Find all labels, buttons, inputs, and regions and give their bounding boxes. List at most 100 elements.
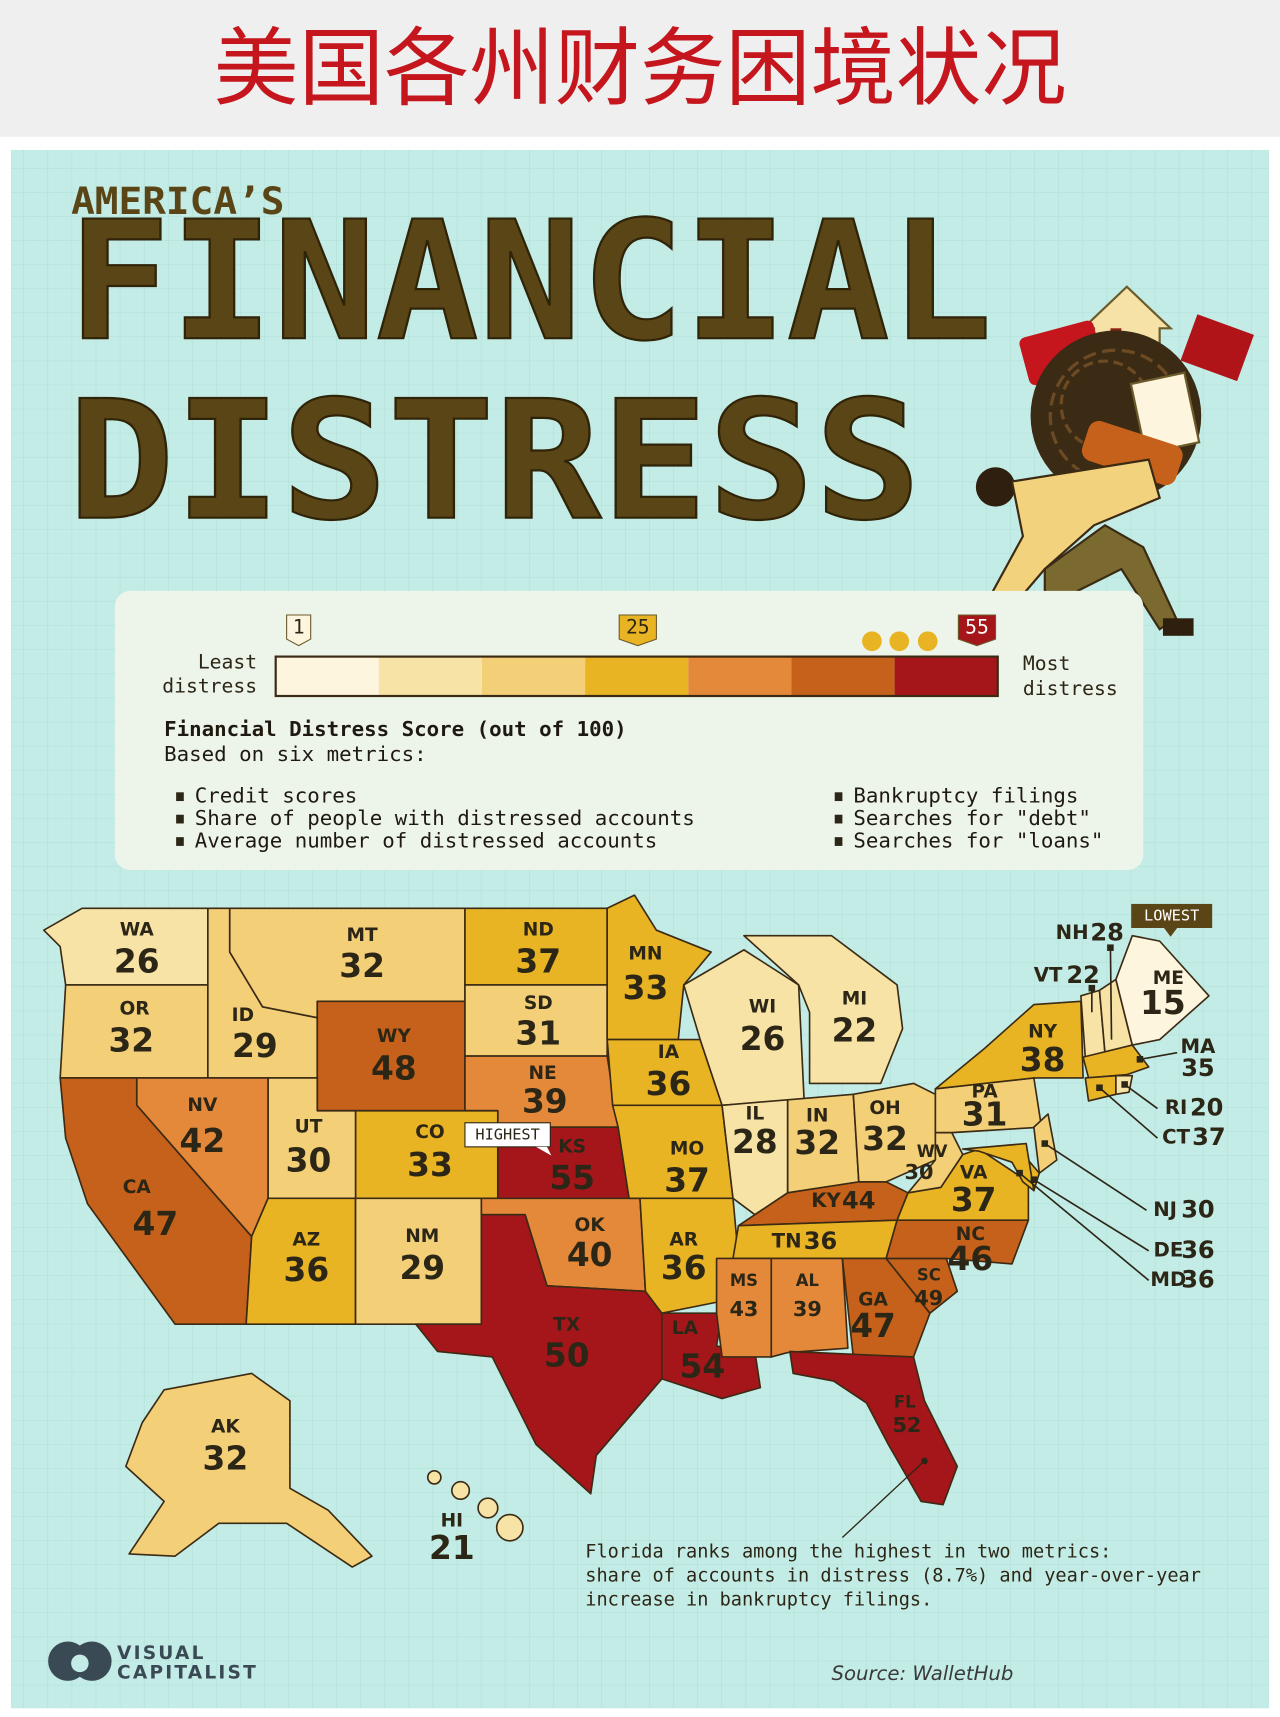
note-callout xyxy=(841,1460,925,1539)
state-shape xyxy=(789,1350,959,1506)
state-shape xyxy=(885,1219,1030,1265)
state-abbr: ND xyxy=(523,920,554,941)
state-shape xyxy=(1082,1044,1150,1079)
legend-swatch xyxy=(688,656,792,696)
legend-tick-label: 1 xyxy=(293,616,305,639)
state-score: 30 xyxy=(905,1160,934,1184)
state-score: 49 xyxy=(914,1286,943,1310)
state-score: 32 xyxy=(108,1021,154,1059)
state-abbr: VA xyxy=(960,1163,988,1184)
title-line-1: FINANCIAL xyxy=(68,186,992,377)
state-abbr: PA xyxy=(971,1082,998,1103)
legend-tick-badge xyxy=(286,614,312,647)
state-abbr: NC xyxy=(956,1224,985,1245)
legend-subheading: Based on six metrics: xyxy=(164,742,427,766)
state-score: 43 xyxy=(729,1297,758,1321)
state-score: 30 xyxy=(1181,1195,1214,1223)
state-score: 54 xyxy=(680,1347,726,1385)
state-shape xyxy=(743,934,904,1085)
state-score: 21 xyxy=(429,1529,475,1567)
state-score: 15 xyxy=(1140,984,1186,1022)
state-abbr: LA xyxy=(672,1318,699,1339)
title-kicker: AMERICA’S xyxy=(71,179,284,223)
legend-tick-label: 25 xyxy=(626,616,650,639)
state-abbr: WA xyxy=(120,920,155,941)
state-score: 26 xyxy=(114,943,160,981)
metric-item: Average number of distressed accounts xyxy=(195,829,658,853)
state-score: 36 xyxy=(646,1065,692,1103)
legend-swatch xyxy=(378,656,482,696)
state-shape xyxy=(715,1257,773,1358)
state-score: 50 xyxy=(544,1336,590,1374)
state-score: 22 xyxy=(832,1011,878,1049)
callout-line xyxy=(1124,1083,1158,1110)
callout-dot xyxy=(1121,1081,1128,1088)
state-abbr: AL xyxy=(796,1271,819,1290)
legend-high-label: Most xyxy=(1023,652,1070,675)
state-abbr: MI xyxy=(842,989,867,1010)
state-abbr: TX xyxy=(553,1315,580,1336)
metric-bullet xyxy=(176,814,184,824)
state-score: 28 xyxy=(732,1123,778,1161)
state-abbr: VT xyxy=(1034,964,1063,987)
note-line: share of accounts in distress (8.7%) and… xyxy=(585,1565,1201,1586)
callout-dot xyxy=(1088,984,1096,992)
state-score: 38 xyxy=(1020,1041,1066,1079)
header-band xyxy=(0,0,1280,137)
title-line-2: DISTRESS xyxy=(68,366,921,557)
state-abbr: NY xyxy=(1028,1021,1058,1042)
metric-item: Searches for "loans" xyxy=(853,829,1103,853)
state-abbr: GA xyxy=(858,1290,888,1311)
legend-swatch xyxy=(275,656,379,696)
note-line: Florida ranks among the highest in two m… xyxy=(585,1541,1111,1562)
metric-item: Bankruptcy filings xyxy=(853,784,1078,808)
state-score: 39 xyxy=(522,1083,568,1121)
legend-bar-outline xyxy=(274,655,999,698)
state-abbr: AZ xyxy=(292,1229,320,1250)
legend-tick-badge xyxy=(618,614,657,647)
callout-line xyxy=(1139,1051,1178,1061)
state-abbr: NM xyxy=(405,1226,439,1247)
lowest-tag-pointer xyxy=(1164,927,1178,937)
state-score: 36 xyxy=(661,1249,707,1287)
state-shape xyxy=(841,1257,931,1358)
state-score: 33 xyxy=(623,969,669,1007)
state-abbr: CT xyxy=(1162,1126,1190,1149)
legend-low-label: distress xyxy=(162,675,257,698)
state-shape xyxy=(414,1213,663,1495)
state-abbr: UT xyxy=(295,1117,323,1138)
callout-line xyxy=(1098,1087,1159,1139)
legend: 1 25 55LeastdistressMostdistressFinancial … xyxy=(162,614,1118,853)
state-shape xyxy=(426,1469,442,1485)
brand-line-1: VISUAL xyxy=(117,1643,206,1664)
metric-item: Searches for "debt" xyxy=(853,806,1091,830)
state-score: 32 xyxy=(862,1120,908,1158)
lowest-tag-box xyxy=(1131,903,1213,928)
illustration xyxy=(975,285,1254,645)
state-score: 35 xyxy=(1181,1054,1214,1082)
state-abbr: MS xyxy=(730,1271,758,1290)
state-abbr: KS xyxy=(558,1136,586,1157)
callout-dot xyxy=(1016,1169,1023,1177)
state-score: 29 xyxy=(399,1249,445,1287)
state-score: 36 xyxy=(1181,1236,1214,1264)
state-abbr: OR xyxy=(120,998,150,1019)
state-score: 37 xyxy=(1192,1123,1225,1151)
legend-swatch xyxy=(791,656,895,696)
metric-bullet xyxy=(834,792,843,802)
state-abbr: MD xyxy=(1150,1268,1186,1291)
state-abbr: NV xyxy=(187,1095,218,1116)
state-score: 37 xyxy=(951,1181,997,1219)
state-abbr: NE xyxy=(529,1063,557,1084)
callout-line xyxy=(1044,1142,1147,1212)
legend-swatch xyxy=(481,656,586,696)
state-abbr: ME xyxy=(1153,968,1184,989)
callout-dot xyxy=(1030,1176,1038,1183)
state-abbr: WY xyxy=(377,1026,412,1047)
state-score: 46 xyxy=(948,1240,994,1278)
state-abbr: CO xyxy=(415,1122,444,1143)
state-score: 36 xyxy=(1181,1265,1214,1293)
state-abbr: IA xyxy=(658,1042,680,1063)
legend-swatch xyxy=(894,656,998,696)
